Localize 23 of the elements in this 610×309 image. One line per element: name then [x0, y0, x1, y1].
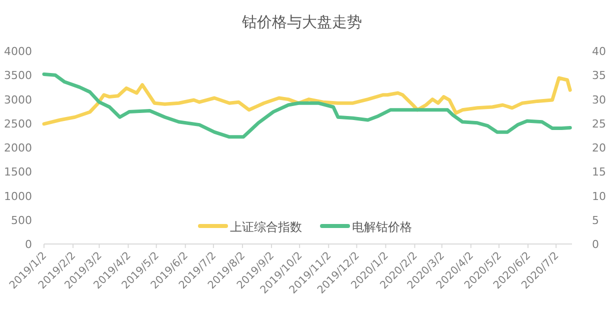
y-tick-label: 3500: [4, 69, 32, 82]
y2-tick-label: 35: [592, 69, 606, 82]
y2-tick-label: 40: [592, 45, 606, 58]
chart-title: 钴价格与大盘走势: [241, 13, 362, 31]
y2-tick-label: 25: [592, 117, 606, 130]
legend-label: 电解钴价格: [352, 220, 412, 234]
y-tick-label: 1500: [4, 166, 32, 179]
y2-tick-label: 0: [592, 238, 599, 251]
y-tick-label: 3000: [4, 93, 32, 106]
y2-tick-label: 10: [592, 190, 606, 203]
y-tick-label: 2500: [4, 117, 32, 130]
y2-tick-label: 20: [592, 142, 606, 154]
y-tick-label: 1000: [4, 190, 32, 203]
legend-label: 上证综合指数: [230, 220, 302, 234]
line-series: [42, 72, 572, 139]
y-tick-label: 4000: [4, 45, 32, 58]
y-tick-label: 500: [11, 214, 32, 227]
y2-tick-label: 15: [592, 166, 606, 179]
y-tick-label: 0: [25, 238, 32, 251]
line-series: [42, 76, 572, 126]
y2-tick-label: 30: [592, 93, 606, 106]
y2-tick-label: 5: [592, 214, 599, 227]
y-tick-label: 2000: [4, 142, 32, 154]
